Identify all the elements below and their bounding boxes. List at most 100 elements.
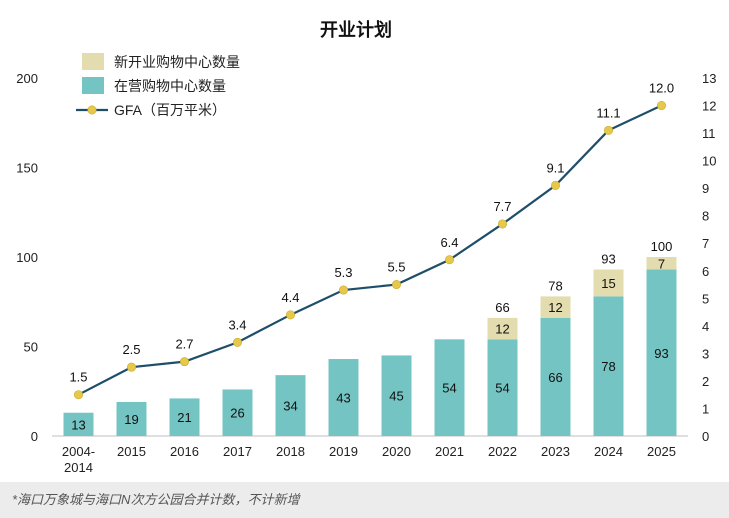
footnote: *海口万象城与海口N次方公园合并计数，不计新增	[12, 492, 300, 507]
label-operating-9: 66	[548, 370, 562, 385]
gfa-label-11: 12.0	[649, 81, 674, 96]
y-right-tick-2: 2	[702, 374, 709, 389]
x-tick-5: 2019	[329, 444, 358, 459]
y-right-tick-3: 3	[702, 346, 709, 361]
bar-new-11	[646, 257, 677, 270]
bar-new-10	[593, 269, 624, 297]
gfa-label-2: 2.7	[175, 337, 193, 352]
y-right-tick-6: 6	[702, 264, 709, 279]
gfa-label-3: 3.4	[228, 317, 246, 332]
label-operating-6: 45	[389, 389, 403, 404]
x-tick-3: 2017	[223, 444, 252, 459]
bar-operating-4	[275, 375, 306, 436]
legend-label-0: 新开业购物中心数量	[114, 54, 240, 70]
y-right-tick-1: 1	[702, 401, 709, 416]
y-right-tick-10: 10	[702, 154, 716, 169]
bar-operating-10	[593, 296, 624, 436]
gfa-point-5	[338, 285, 348, 295]
gfa-point-10	[603, 125, 613, 135]
legend-swatch-0	[82, 53, 104, 70]
y-right-tick-12: 12	[702, 99, 716, 114]
gfa-label-5: 5.3	[334, 265, 352, 280]
label-total-8: 66	[495, 300, 509, 315]
x-tick-7: 2021	[435, 444, 464, 459]
gfa-point-1	[127, 362, 137, 372]
bar-operating-5	[328, 359, 359, 436]
chart: 开业计划0501001502000123456789101112132004-2…	[16, 19, 716, 475]
x-tick-4: 2018	[276, 444, 305, 459]
bar-operating-0	[63, 412, 94, 436]
gfa-line	[77, 104, 662, 396]
label-new-10: 15	[601, 276, 615, 291]
gfa-label-9: 9.1	[546, 160, 564, 175]
bar-operating-9	[540, 317, 571, 436]
gfa-point-9	[550, 180, 560, 190]
label-operating-3: 26	[230, 406, 244, 421]
x-tick-1: 2015	[117, 444, 146, 459]
gfa-label-7: 6.4	[440, 235, 458, 250]
label-operating-11: 93	[654, 346, 668, 361]
x-tick-8: 2022	[488, 444, 517, 459]
label-operating-7: 54	[442, 381, 456, 396]
label-total-11: 100	[651, 239, 673, 254]
gfa-point-4	[285, 310, 295, 320]
y-right-tick-8: 8	[702, 209, 709, 224]
bar-operating-7	[434, 339, 465, 436]
x-tick-0-line-0: 2004-	[62, 444, 95, 459]
gfa-label-6: 5.5	[387, 260, 405, 275]
y-left-tick-4: 200	[16, 71, 38, 86]
y-left-tick-1: 50	[24, 340, 38, 355]
gfa-point-11	[656, 101, 666, 111]
label-new-8: 12	[495, 322, 509, 337]
x-tick-2: 2016	[170, 444, 199, 459]
bar-operating-3	[222, 389, 253, 436]
label-operating-4: 34	[283, 399, 297, 414]
x-tick-0-line-1: 2014	[64, 460, 93, 475]
gfa-point-2	[180, 357, 190, 367]
y-right-tick-9: 9	[702, 181, 709, 196]
bar-operating-6	[381, 355, 412, 436]
y-left-tick-3: 150	[16, 161, 38, 176]
y-right-tick-13: 13	[702, 71, 716, 86]
y-right-tick-4: 4	[702, 319, 709, 334]
label-new-9: 12	[548, 300, 562, 315]
bar-operating-2	[169, 398, 200, 436]
y-right-tick-7: 7	[702, 236, 709, 251]
y-right-tick-5: 5	[702, 291, 709, 306]
chart-panel: 开业计划 0 50 100 150 200 0 1 2 3 4 5 6 7 8 9 10 11 12 13 2004- 2…	[0, 0, 729, 482]
label-operating-10: 78	[601, 359, 615, 374]
legend-marker-2	[87, 105, 97, 115]
label-operating-8: 54	[495, 381, 509, 396]
bar-operating-1	[116, 401, 147, 436]
label-total-9: 78	[548, 278, 562, 293]
x-tick-9: 2023	[541, 444, 570, 459]
label-operating-0: 13	[71, 417, 85, 432]
bar-operating-11	[646, 269, 677, 436]
label-new-11: 7	[658, 256, 665, 271]
y-left-tick-2: 100	[16, 250, 38, 265]
x-tick-6: 2020	[382, 444, 411, 459]
label-total-10: 93	[601, 252, 615, 267]
gfa-label-10: 11.1	[596, 105, 620, 120]
y-right-tick-11: 11	[702, 126, 716, 141]
gfa-point-7	[444, 255, 454, 265]
gfa-point-0	[74, 390, 84, 400]
legend-label-1: 在营购物中心数量	[114, 78, 226, 94]
gfa-point-8	[497, 219, 507, 229]
gfa-point-6	[391, 280, 401, 290]
label-operating-2: 21	[177, 410, 191, 425]
bar-new-9	[540, 296, 571, 318]
gfa-label-8: 7.7	[493, 199, 511, 214]
gfa-label-1: 2.5	[122, 342, 140, 357]
x-tick-11: 2025	[647, 444, 676, 459]
bar-operating-8	[487, 339, 518, 436]
bar-new-8	[487, 317, 518, 340]
x-tick-10: 2024	[594, 444, 623, 459]
label-operating-1: 19	[124, 412, 138, 427]
legend-label-2: GFA（百万平米）	[114, 102, 226, 118]
y-right-tick-0: 0	[702, 429, 709, 444]
chart-title: 开业计划	[320, 19, 392, 40]
legend-swatch-1	[82, 77, 104, 94]
gfa-label-4: 4.4	[281, 290, 299, 305]
y-left-tick-0: 0	[31, 429, 38, 444]
